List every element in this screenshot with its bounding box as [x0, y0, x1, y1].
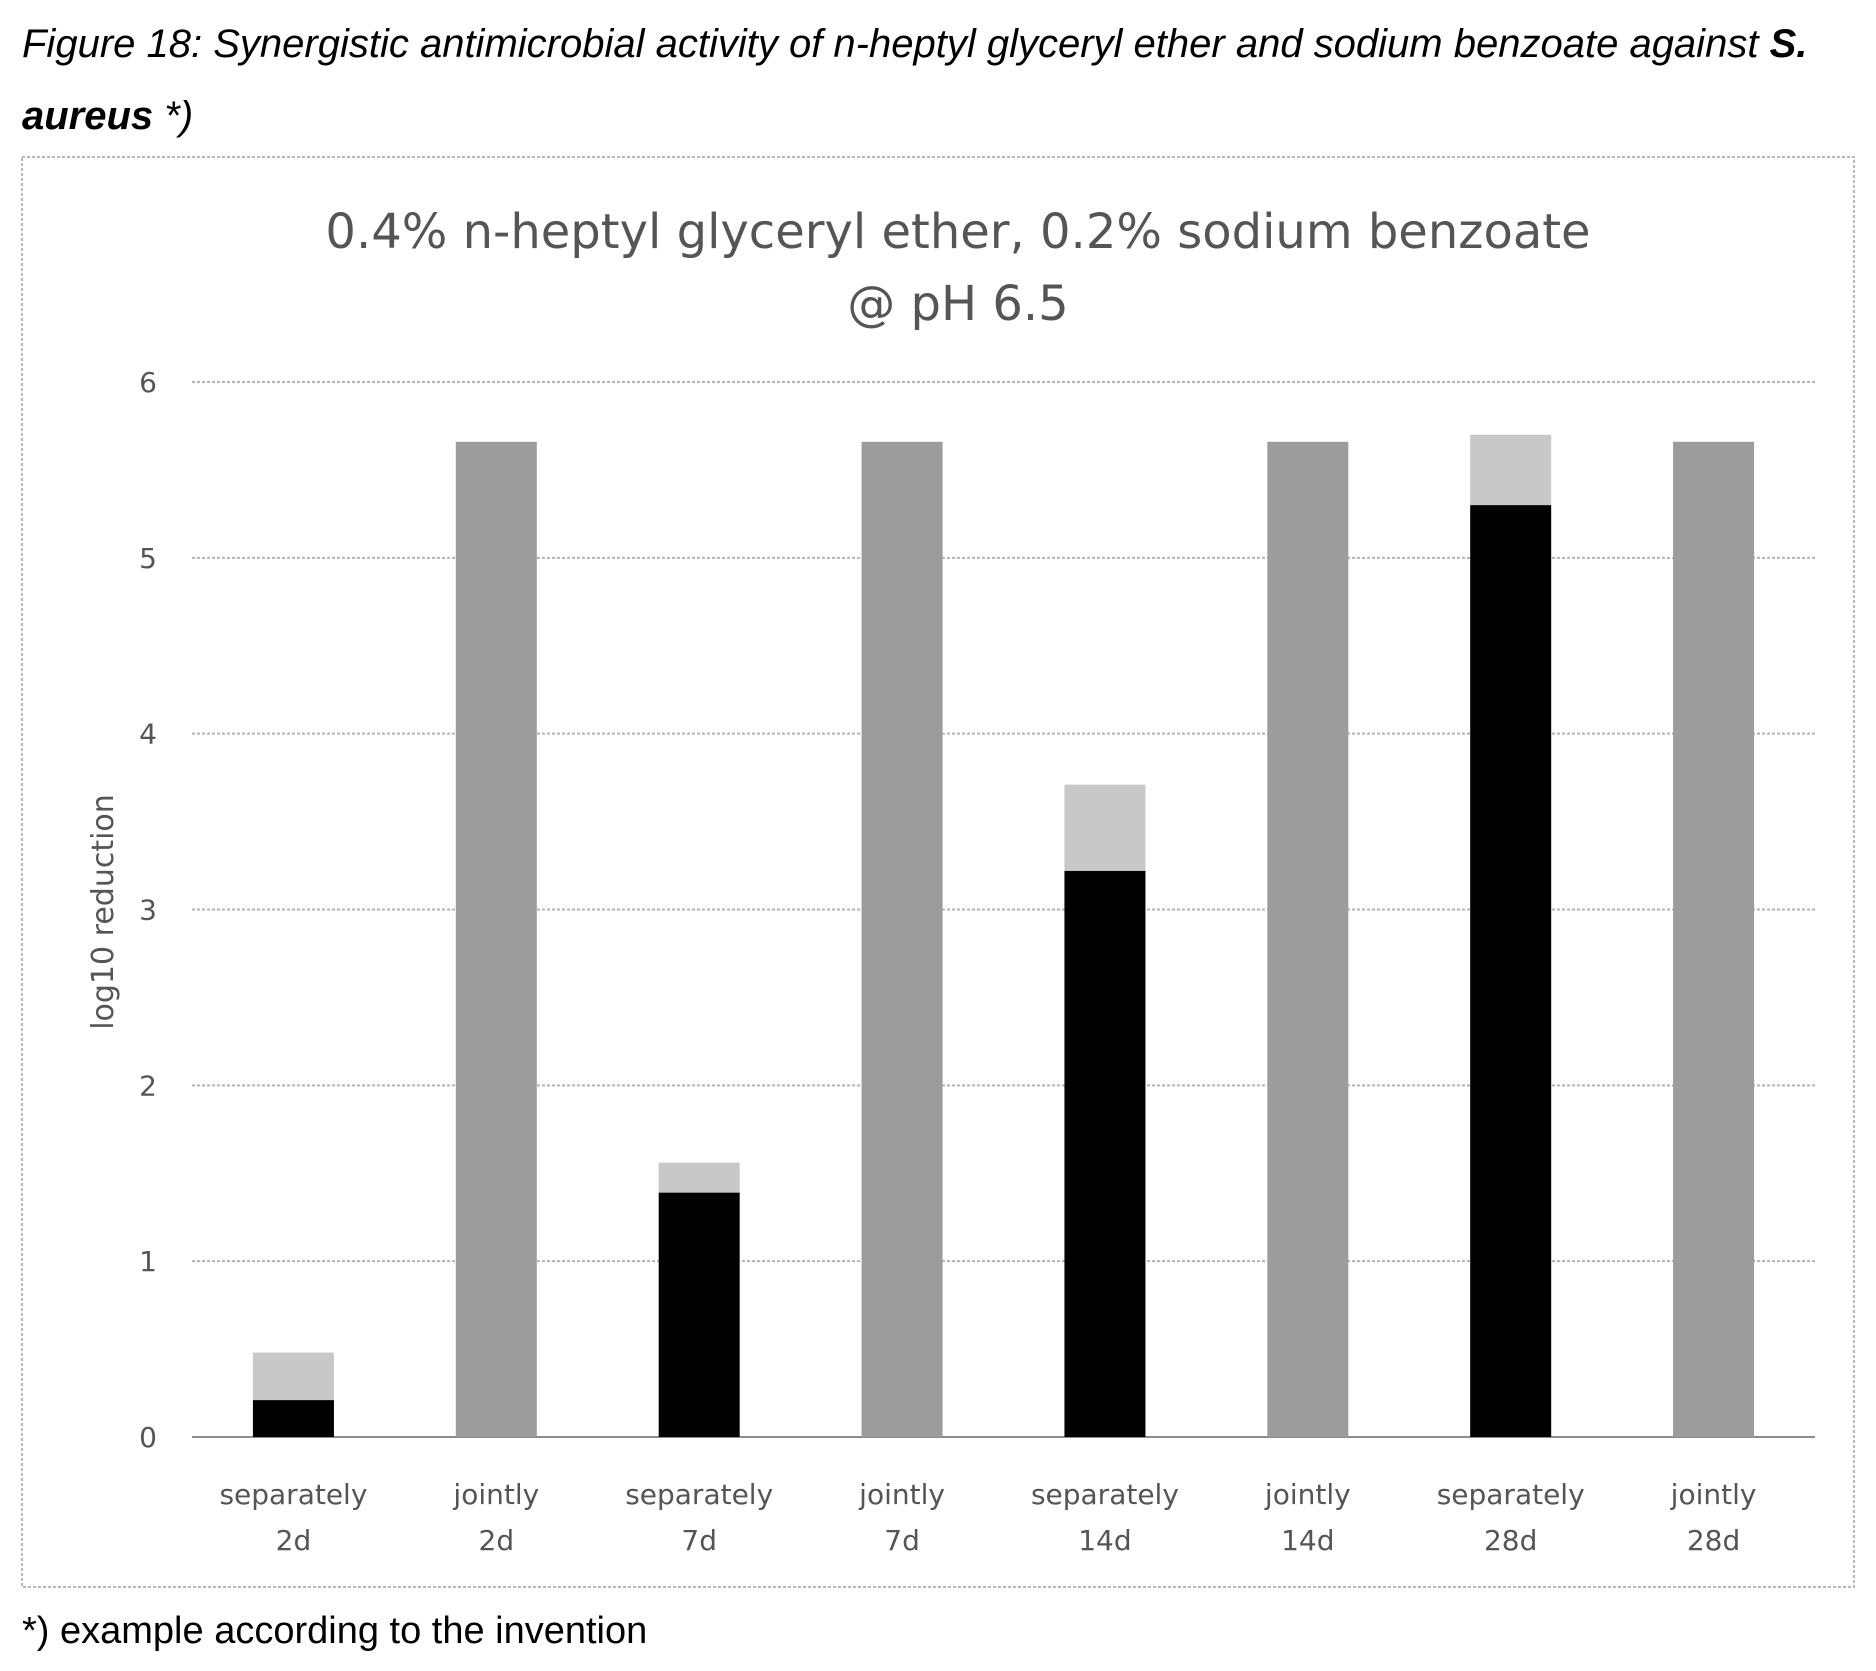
bar-series-2-4	[1064, 784, 1146, 871]
x-tick-label: jointly	[452, 1478, 539, 1511]
bar-series-3-7	[1673, 441, 1755, 1437]
x-tick-label: 14d	[1281, 1524, 1334, 1557]
y-tick-label: 1	[139, 1245, 157, 1278]
x-tick-label: 28d	[1484, 1524, 1537, 1557]
y-tick-label: 2	[139, 1069, 157, 1102]
x-tick-labels: separately 2d jointly 2d separately 7d jointly…	[219, 1478, 1756, 1557]
bar-series-3-5	[1267, 441, 1349, 1437]
bar-series-1-6	[1470, 505, 1552, 1437]
x-tick-label: separately	[219, 1478, 367, 1511]
y-tick-label: 0	[139, 1421, 157, 1454]
chart-title-line-2: @ pH 6.5	[847, 276, 1068, 332]
x-tick-label: separately	[1437, 1478, 1585, 1511]
x-tick-label: separately	[1031, 1478, 1179, 1511]
y-tick-label: 3	[139, 894, 157, 927]
figure-caption: Figure 18: Synergistic antimicrobial act…	[22, 8, 1852, 152]
bar-series-3-3	[861, 441, 943, 1437]
y-tick-label: 5	[139, 542, 157, 575]
y-tick-label: 6	[139, 366, 157, 399]
caption-prefix: Figure 18: Synergistic antimicrobial act…	[22, 22, 1759, 66]
x-tick-label: 7d	[681, 1524, 717, 1557]
y-axis-title: log10 reduction	[86, 794, 121, 1030]
x-tick-label: jointly	[858, 1478, 945, 1511]
x-tick-label: 28d	[1687, 1524, 1740, 1557]
y-tick-label: 4	[139, 718, 157, 751]
bar-series-2-2	[658, 1162, 740, 1193]
x-tick-label: jointly	[1264, 1478, 1351, 1511]
bar-series-1-4	[1064, 870, 1146, 1437]
bar-series-3-1	[455, 441, 537, 1437]
bar-series-1-0	[252, 1400, 334, 1437]
bar-series-2-6	[1470, 434, 1552, 506]
caption-suffix: *)	[153, 94, 194, 138]
x-tick-label: 7d	[884, 1524, 920, 1557]
x-tick-label: 14d	[1078, 1524, 1131, 1557]
bar-series-1-2	[658, 1192, 740, 1437]
x-tick-label: jointly	[1670, 1478, 1757, 1511]
x-tick-label: separately	[625, 1478, 773, 1511]
bars	[252, 434, 1755, 1437]
footnote: *) example according to the invention	[22, 1610, 648, 1652]
x-tick-label: 2d	[479, 1524, 515, 1557]
y-tick-labels: 0 1 2 3 4 5 6	[139, 366, 157, 1454]
bar-series-2-0	[252, 1352, 334, 1401]
caption-organism: S. aureus	[22, 22, 1808, 138]
chart-title-line-1: 0.4% n-heptyl glyceryl ether, 0.2% sodiu…	[325, 204, 1590, 260]
x-tick-label: 2d	[276, 1524, 312, 1557]
